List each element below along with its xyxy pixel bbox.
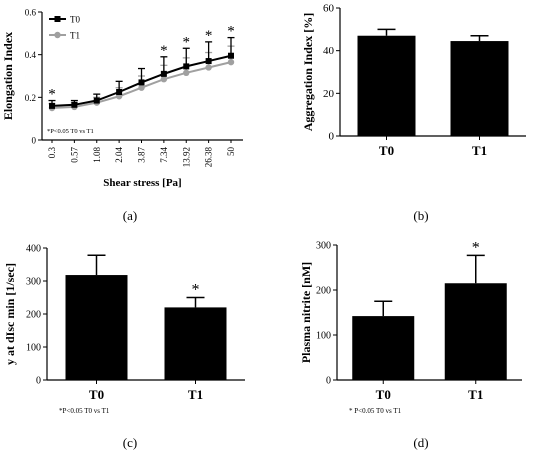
data-point [205,64,212,71]
y-tick-label: 0 [326,376,331,387]
data-point [71,101,78,108]
y-tick-label: 400 [26,244,41,255]
data-point [183,69,190,77]
data-point [49,102,55,109]
legend: T0 T1 [49,15,80,41]
legend-marker [54,16,61,22]
x-tick-label: 13.92 [181,147,191,167]
y-tick-label: 20 [323,88,335,100]
y-tick-label: 100 [316,331,331,342]
data-point [227,58,235,66]
data-point [228,52,234,59]
series-T0 [48,36,235,109]
legend-label: T1 [70,31,80,41]
y-axis-title: y at dIsc min [1/sec] [3,263,17,365]
panel-2-y-axis: 0 100 200 300 400 y at dIsc min [1/sec] [3,244,48,387]
annotation: *P<0.05 T0 vs T1 [59,407,110,415]
x-tick-label: 7.34 [159,147,169,163]
y-tick-label: 0.2 [25,93,36,103]
panel-1-plot: T0 T1 [340,28,526,158]
x-tick-label: 0.3 [47,147,57,159]
x-tick-label: T0 [379,143,394,158]
bar [164,307,227,380]
legend-label: T0 [70,15,80,25]
bar [357,35,416,136]
y-tick-label: 100 [26,343,41,354]
x-tick-label: 50 [226,147,236,157]
x-tick-label: T1 [188,387,203,402]
significance-marker: * [227,24,235,40]
significance-marker: * [472,239,480,256]
y-tick-label: 0.6 [25,8,37,18]
bar [444,283,507,380]
y-axis-title: Plasma nitrite [nM] [299,262,313,363]
panel-label-3: (d) [413,435,428,450]
x-tick-label: 0.57 [69,147,79,163]
x-tick-label: T0 [89,387,104,402]
x-tick-label: 1.08 [92,147,102,163]
y-tick-label: 0.4 [25,50,37,60]
significance-marker: * [48,87,56,103]
y-tick-label: 200 [316,286,331,297]
y-tick-label: 0 [329,131,335,143]
annotation: * P<0.05 T0 vs T1 [349,407,402,415]
panel-label-0: (a) [123,208,137,223]
panel-3-plot: T0 T1 * * P<0.05 T0 vs T1 [337,239,522,415]
y-axis-title: Elongation Index [1,32,15,120]
data-point [116,89,123,95]
bar [65,275,128,380]
y-tick-label: 300 [26,277,41,288]
annotation: *P<0.05 T0 vs T1 [47,128,94,135]
panel-label-2: (c) [123,435,137,450]
panel-0-y-axis: 0 0.2 0.4 0.6 Elongation Index [1,8,43,146]
data-point [138,79,145,86]
x-tick-label: T0 [376,387,391,402]
x-tick-label: 3.87 [137,147,147,163]
panel-2-plot: T0 T1 * *P<0.05 T0 vs T1 [47,254,245,415]
y-tick-label: 0 [32,136,37,146]
y-tick-label: 0 [36,376,41,387]
legend-marker [54,31,61,39]
data-point [138,84,145,91]
data-point [160,70,167,77]
significance-marker: * [205,28,213,44]
data-point [93,97,100,104]
data-point [205,58,212,65]
significance-marker: * [192,282,200,299]
panel-label-1: (b) [413,208,428,223]
y-tick-label: 40 [323,45,335,57]
x-tick-label: 2.04 [114,147,124,163]
bar [450,41,509,136]
panel-0-plot: 0.3 0.57 1.08 2.04 3.87 7.34 13.92 26.38 50 Shear… [42,24,243,189]
panel-1-y-axis: 0 20 40 60 Aggregation Index [%] [301,3,341,143]
bar [352,316,415,380]
y-axis-title: Aggregation Index [%] [301,13,315,131]
y-tick-label: 300 [316,241,331,252]
y-tick-label: 60 [323,3,335,15]
y-tick-label: 200 [26,310,41,321]
significance-marker: * [160,43,168,59]
x-tick-label: T1 [468,387,483,402]
data-point [160,76,168,83]
data-point [183,63,190,70]
significance-marker: * [183,34,191,50]
x-axis-title: Shear stress [Pa] [103,177,181,189]
x-tick-label: 26.38 [204,147,214,168]
x-tick-label: T1 [472,143,487,158]
